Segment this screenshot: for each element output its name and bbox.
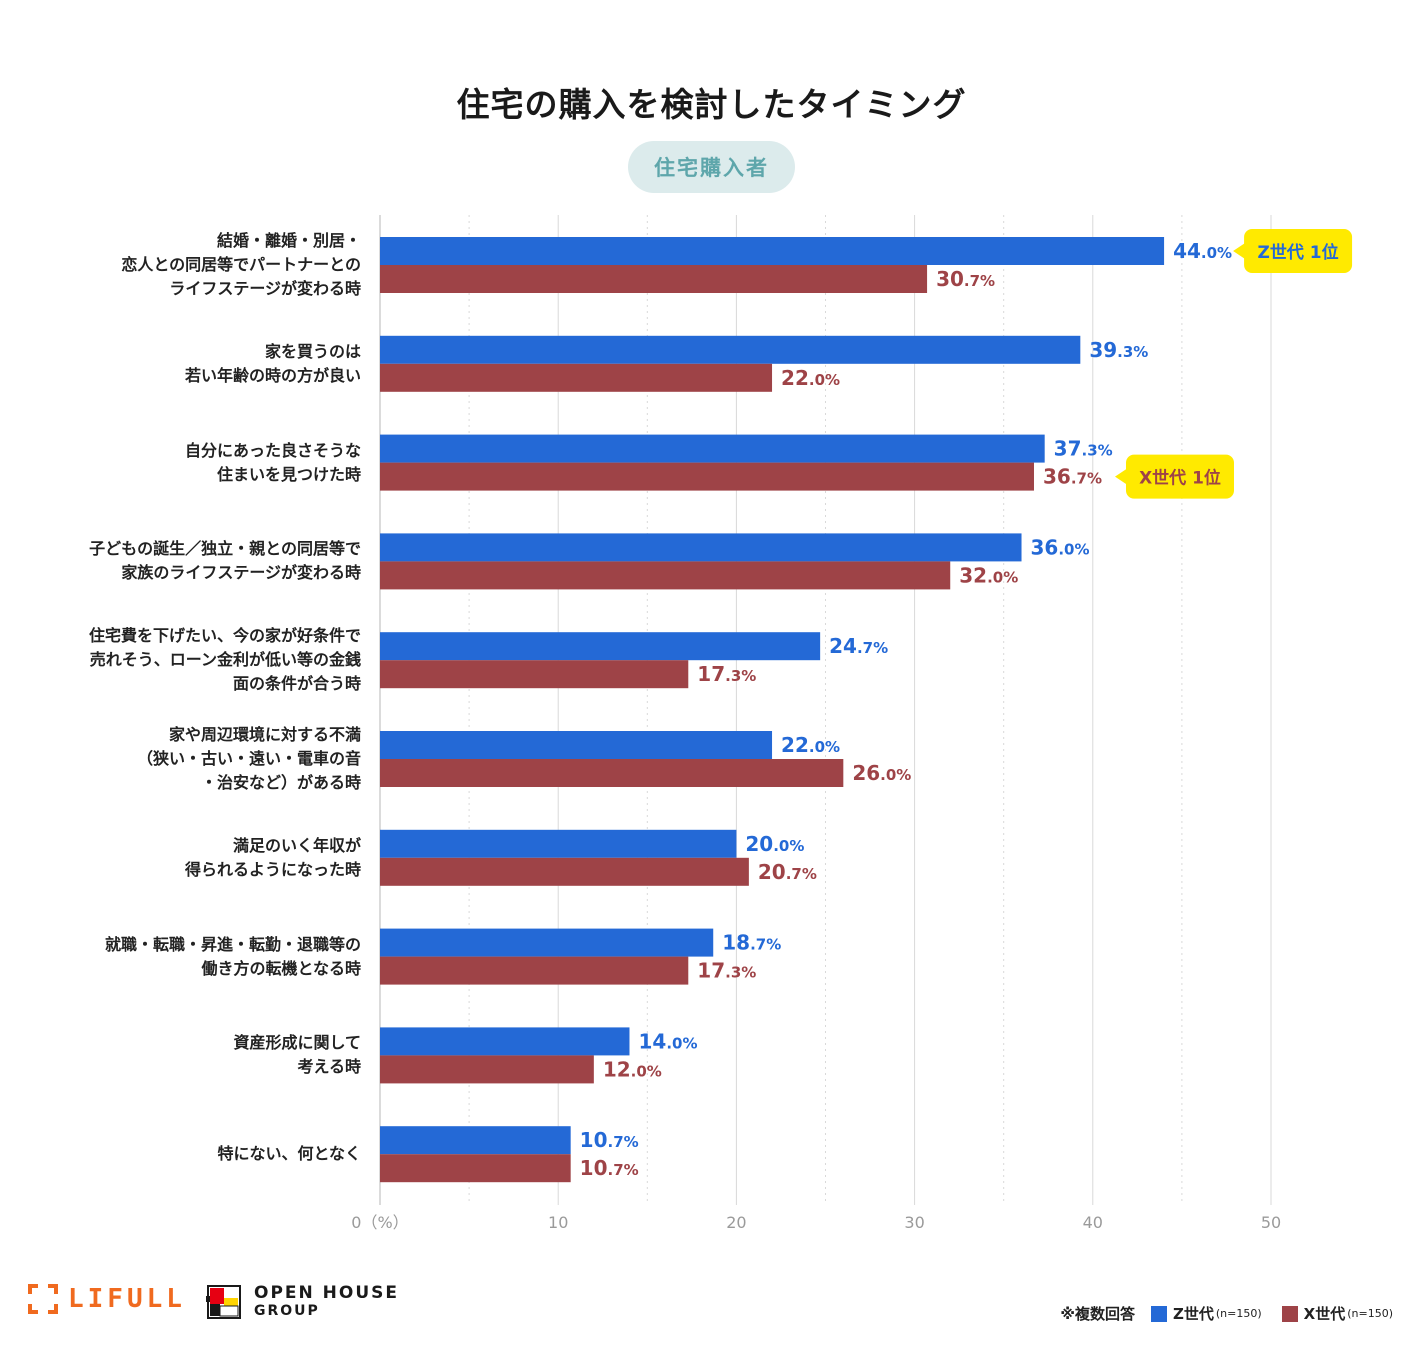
category-label: 自分にあった良さそうな 住まいを見つけた時	[184, 440, 361, 484]
openhouse-mark-icon	[206, 1285, 241, 1319]
lifull-mark-icon	[28, 1284, 58, 1314]
value-label-z: 20.0%	[745, 832, 804, 856]
lifull-wordmark: LIFULL	[68, 1284, 186, 1314]
category-label: 家や周辺環境に対する不満 （狭い・古い・遠い・電車の音 ・治安など）がある時	[136, 725, 361, 792]
bar-x	[380, 561, 951, 590]
category-label: 特にない、何となく	[217, 1144, 361, 1164]
legend-item-z: Z世代 (n=150)	[1150, 1303, 1262, 1324]
x-tick-label: 40	[1083, 1213, 1103, 1232]
category-label: 満足のいく年収が 得られるようになった時	[184, 835, 361, 879]
category-label: 住宅費を下げたい、今の家が好条件で 売れそう、ローン金利が低い等の金銭 面の条件…	[88, 626, 361, 694]
x-tick-label: 50	[1261, 1213, 1281, 1232]
value-label-x: 12.0%	[603, 1057, 662, 1081]
x-tick-label: 30	[904, 1213, 924, 1232]
legend-swatch-z	[1150, 1305, 1167, 1322]
bar-x	[380, 1154, 571, 1183]
legend-n-z: (n=150)	[1215, 1307, 1262, 1320]
rank-badge	[1125, 454, 1234, 499]
value-label-z: 22.0%	[781, 733, 840, 757]
bar-z	[380, 731, 773, 759]
rank-badge-text: X世代 1位	[1139, 468, 1221, 489]
bar-x	[380, 363, 773, 392]
bar-z	[380, 1027, 630, 1056]
value-label-x: 22.0%	[781, 366, 840, 390]
chart-legend: ※複数回答 Z世代 (n=150) X世代 (n=150)	[1060, 1303, 1393, 1324]
category-label: 子どもの誕生／独立・親との同居等で 家族のライフステージが変わる時	[89, 539, 361, 583]
value-label-z: 14.0%	[638, 1029, 697, 1053]
legend-swatch-x	[1281, 1305, 1298, 1322]
openhouse-logo: OPEN HOUSE GROUP	[206, 1284, 399, 1320]
rank-badge	[1244, 229, 1353, 273]
value-label-x: 17.3%	[697, 662, 756, 686]
value-label-x: 36.7%	[1043, 465, 1102, 489]
value-label-x: 17.3%	[697, 959, 756, 983]
bar-z	[380, 237, 1165, 265]
bar-x	[380, 462, 1034, 491]
value-label-z: 37.3%	[1054, 437, 1113, 461]
legend-label-z: Z世代	[1172, 1305, 1214, 1323]
bar-x	[380, 1055, 594, 1084]
legend-item-x: X世代 (n=150)	[1281, 1303, 1393, 1324]
x-tick-label: 10	[548, 1213, 568, 1232]
x-tick-label: 20	[726, 1213, 746, 1232]
openhouse-wordmark: OPEN HOUSE	[254, 1283, 400, 1303]
category-label: 家を買うのは 若い年齢の時の方が良い	[184, 341, 361, 385]
bar-x	[380, 857, 749, 886]
bar-x	[380, 956, 689, 985]
rank-badge-pointer	[1233, 243, 1246, 259]
category-label: 結婚・離婚・別居・ 恋人との同居等でパートナーとの ライフステージが変わる時	[121, 231, 361, 298]
bar-z	[380, 434, 1045, 463]
value-label-x: 32.0%	[959, 563, 1018, 587]
bar-z	[380, 1126, 571, 1155]
legend-n-x: (n=150)	[1347, 1307, 1393, 1320]
value-label-z: 18.7%	[722, 931, 781, 955]
value-label-x: 26.0%	[852, 761, 911, 785]
value-label-z: 39.3%	[1089, 338, 1148, 362]
value-label-z: 44.0%	[1173, 239, 1232, 263]
bar-x	[380, 759, 844, 787]
category-label: 就職・転職・昇進・転勤・退職等の 働き方の転機となる時	[104, 934, 361, 978]
value-label-x: 20.7%	[758, 860, 817, 884]
rank-badge-text: Z世代 1位	[1258, 242, 1339, 263]
lifull-logo: LIFULL	[28, 1284, 186, 1314]
rank-badge-pointer	[1114, 468, 1127, 485]
bar-x	[380, 660, 689, 689]
bar-z	[380, 928, 714, 957]
bar-z	[380, 335, 1081, 364]
chart-title: 住宅の購入を検討したタイミング	[456, 85, 967, 124]
subtitle-badge: 住宅購入者	[628, 141, 795, 193]
legend-label-x: X世代	[1303, 1305, 1346, 1323]
x-tick-label: 0（%）	[351, 1213, 408, 1232]
category-label: 資産形成に関して 考える時	[233, 1033, 361, 1077]
value-label-x: 10.7%	[580, 1156, 639, 1180]
value-label-x: 30.7%	[936, 267, 995, 291]
value-label-z: 10.7%	[580, 1128, 639, 1152]
value-label-z: 24.7%	[829, 634, 888, 658]
bar-x	[380, 265, 928, 293]
bar-chart: 0（%） 10 20 30 40 50 44.0% 30.7% 39.3% 22.0% 37.3% 3…	[351, 215, 1353, 1232]
value-label-z: 36.0%	[1031, 535, 1090, 559]
bar-z	[380, 533, 1022, 562]
legend-note: ※複数回答	[1060, 1305, 1135, 1323]
bar-z	[380, 632, 821, 661]
openhouse-group-wordmark: GROUP	[254, 1303, 320, 1319]
bar-z	[380, 829, 737, 858]
